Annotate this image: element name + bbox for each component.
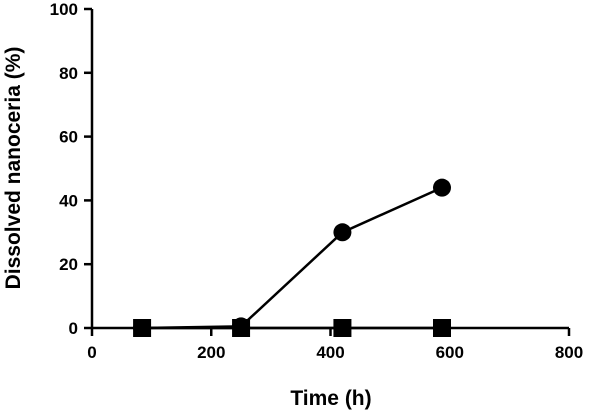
y-tick-label: 60 [59,128,78,147]
axes [90,9,569,330]
y-tick-label: 40 [59,191,78,210]
data-point-circle [432,178,451,197]
x-tick-label: 400 [316,343,344,362]
y-ticks: 0 20 40 60 80 100 [50,0,92,338]
x-tick-label: 800 [555,343,583,362]
y-tick-label: 80 [59,64,78,83]
series-2-square [133,319,451,337]
x-tick-label: 0 [87,343,96,362]
data-point-square [432,319,451,337]
x-axis-title: Time (h) [290,387,371,410]
data-point-square [232,319,251,337]
x-tick-label: 200 [197,343,225,362]
series-1-circle [133,178,451,337]
data-point-circle [333,223,352,242]
series-layer [133,178,451,337]
y-tick-label: 0 [69,319,78,338]
data-point-square [133,319,152,337]
y-axis-title: Dissolved nanoceria (%) [2,47,25,290]
y-tick-label: 100 [50,0,78,19]
series-line [142,186,443,330]
data-point-square [333,319,352,337]
x-ticks: 0 200 400 600 800 [87,328,583,362]
y-tick-label: 20 [59,255,78,274]
x-tick-label: 600 [436,343,464,362]
